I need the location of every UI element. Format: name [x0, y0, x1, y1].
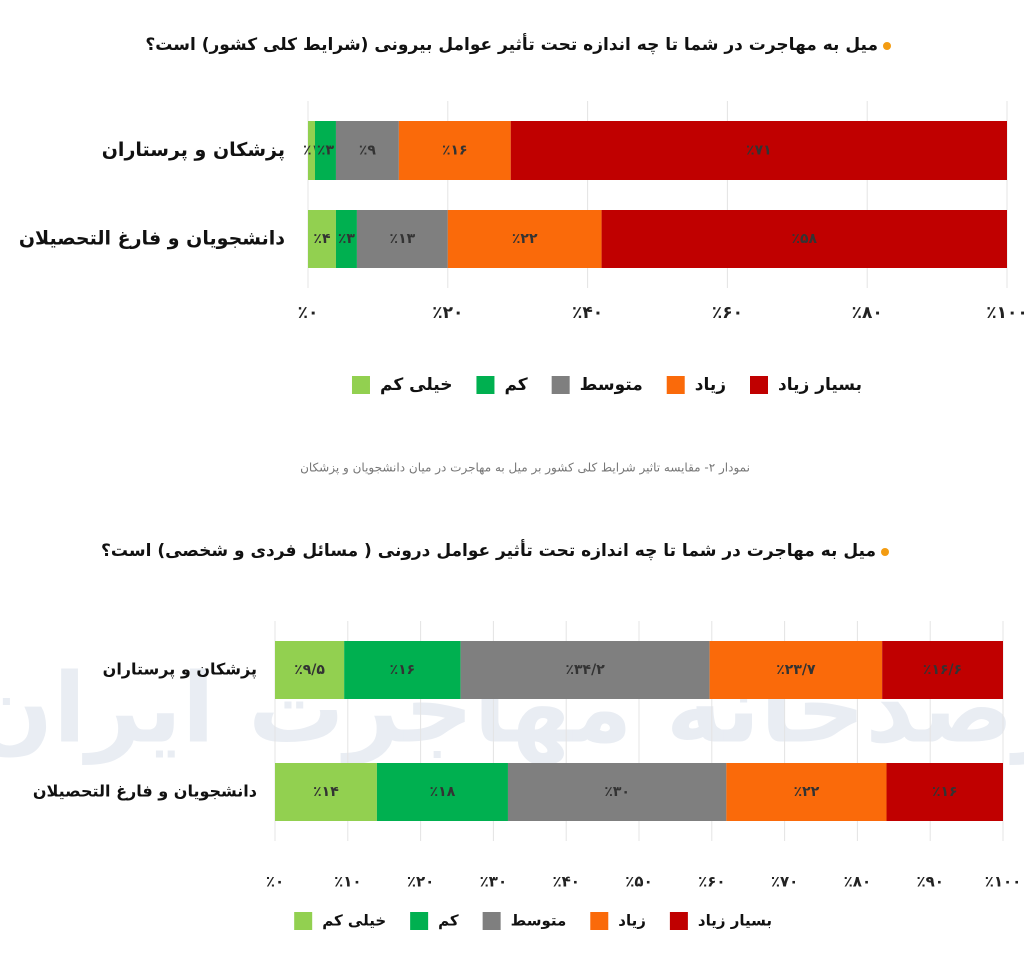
- legend-label: کم: [504, 375, 527, 395]
- legend-label: خیلی کم: [322, 912, 386, 930]
- x-tick-label: ٪۴۰: [572, 303, 603, 323]
- value-label: ٪۱۶: [442, 143, 468, 159]
- caption: نمودار ۲- مقایسه تاثیر شرایط کلی کشور بر…: [300, 461, 750, 476]
- value-label: ٪۳۴/۲: [565, 662, 605, 678]
- bar-segment: [886, 763, 1003, 821]
- value-label: ٪۷۱: [746, 143, 772, 159]
- x-tick-label: ٪۳۰: [480, 873, 507, 891]
- title-bullet: [883, 42, 891, 50]
- legend-swatch: [482, 912, 501, 930]
- bar-segment: [308, 121, 315, 180]
- legend-label: بسیار زیاد: [778, 375, 862, 395]
- value-label: ٪۱۳: [390, 231, 416, 247]
- value-label: ٪۴: [313, 231, 331, 247]
- value-label: ٪۲۳/۷: [776, 662, 816, 678]
- x-tick-label: ٪۲۰: [407, 873, 434, 891]
- title-bullet: [881, 548, 889, 556]
- chart-title: میل به مهاجرت در شما تا چه اندازه تحت تأ…: [101, 539, 876, 561]
- value-label: ٪۱۸: [430, 784, 456, 800]
- x-tick-label: ٪۱۰: [334, 873, 361, 891]
- bar-segment: [376, 763, 508, 821]
- legend-label: خیلی کم: [380, 375, 452, 395]
- category-label: پزشکان و پرستاران: [102, 139, 285, 161]
- bar-segment: [335, 121, 399, 180]
- legend-swatch: [590, 912, 609, 930]
- x-tick-label: ٪۱۰۰: [986, 303, 1024, 323]
- bar-segment: [314, 121, 336, 180]
- bar-segment: [398, 121, 511, 180]
- legend-label: بسیار زیاد: [698, 912, 772, 930]
- value-label: ٪۱۶: [932, 784, 958, 800]
- x-tick-label: ٪۵۰: [625, 873, 652, 891]
- value-label: ٪۳: [338, 231, 356, 247]
- bar-segment: [447, 210, 602, 268]
- x-tick-label: ٪۸۰: [852, 303, 883, 323]
- value-label: ٪۳: [317, 143, 335, 159]
- value-label: ٪۱۴: [313, 784, 339, 800]
- legend-swatch: [294, 912, 313, 930]
- x-tick-label: ٪۰: [266, 873, 284, 891]
- value-label: ٪۹/۵: [294, 662, 325, 678]
- value-label: ٪۹: [359, 143, 377, 159]
- x-tick-label: ٪۶۰: [698, 873, 725, 891]
- x-tick-label: ٪۴۰: [552, 873, 579, 891]
- bar-segment: [601, 210, 1007, 268]
- value-label: ٪۳۰: [604, 784, 630, 800]
- value-label: ٪۲۲: [512, 231, 538, 247]
- legend-label: متوسط: [511, 912, 567, 930]
- value-label: ٪۱۶/۶: [923, 662, 962, 678]
- x-tick-label: ٪۷۰: [771, 873, 798, 891]
- legend-swatch: [750, 376, 768, 394]
- category-label: پزشکان و پرستاران: [103, 660, 257, 680]
- bar-segment: [356, 210, 448, 268]
- bar-segment: [709, 641, 883, 699]
- bar-segment: [510, 121, 1007, 180]
- legend-swatch: [351, 376, 370, 394]
- bar-segment: [882, 641, 1003, 699]
- legend-swatch: [476, 376, 495, 394]
- legend-swatch: [669, 912, 688, 930]
- value-label: ٪۵۸: [791, 231, 817, 247]
- legend-swatch: [666, 376, 685, 394]
- chart-title: میل به مهاجرت در شما تا چه اندازه تحت تأ…: [145, 33, 878, 55]
- value-label: ٪۲۲: [794, 784, 820, 800]
- legend-label: کم: [438, 912, 459, 930]
- bar-segment: [275, 641, 345, 699]
- legend-swatch: [551, 376, 570, 394]
- bar-segment: [308, 210, 336, 268]
- x-tick-label: ٪۸۰: [844, 873, 871, 891]
- category-label: دانشجویان و فارغ التحصیلان: [33, 782, 257, 801]
- category-label: دانشجویان و فارغ التحصیلان: [19, 228, 285, 250]
- bar-segment: [335, 210, 357, 268]
- bar-segment: [275, 763, 377, 821]
- x-tick-label: ٪۱۰۰: [985, 873, 1022, 891]
- legend-label: متوسط: [580, 375, 643, 395]
- x-tick-label: ٪۶۰: [712, 303, 743, 323]
- bar-segment: [726, 763, 887, 821]
- bar-segment: [507, 763, 727, 821]
- x-tick-label: ٪۹۰: [916, 873, 943, 891]
- bar-segment: [460, 641, 710, 699]
- legend-swatch: [410, 912, 429, 930]
- bar-segment: [344, 641, 461, 699]
- x-tick-label: ٪۲۰: [432, 303, 463, 323]
- legend-label: زیاد: [618, 912, 646, 930]
- x-tick-label: ٪۰: [298, 303, 319, 323]
- legend-label: زیاد: [695, 375, 726, 395]
- value-label: ٪۱۶: [390, 662, 416, 678]
